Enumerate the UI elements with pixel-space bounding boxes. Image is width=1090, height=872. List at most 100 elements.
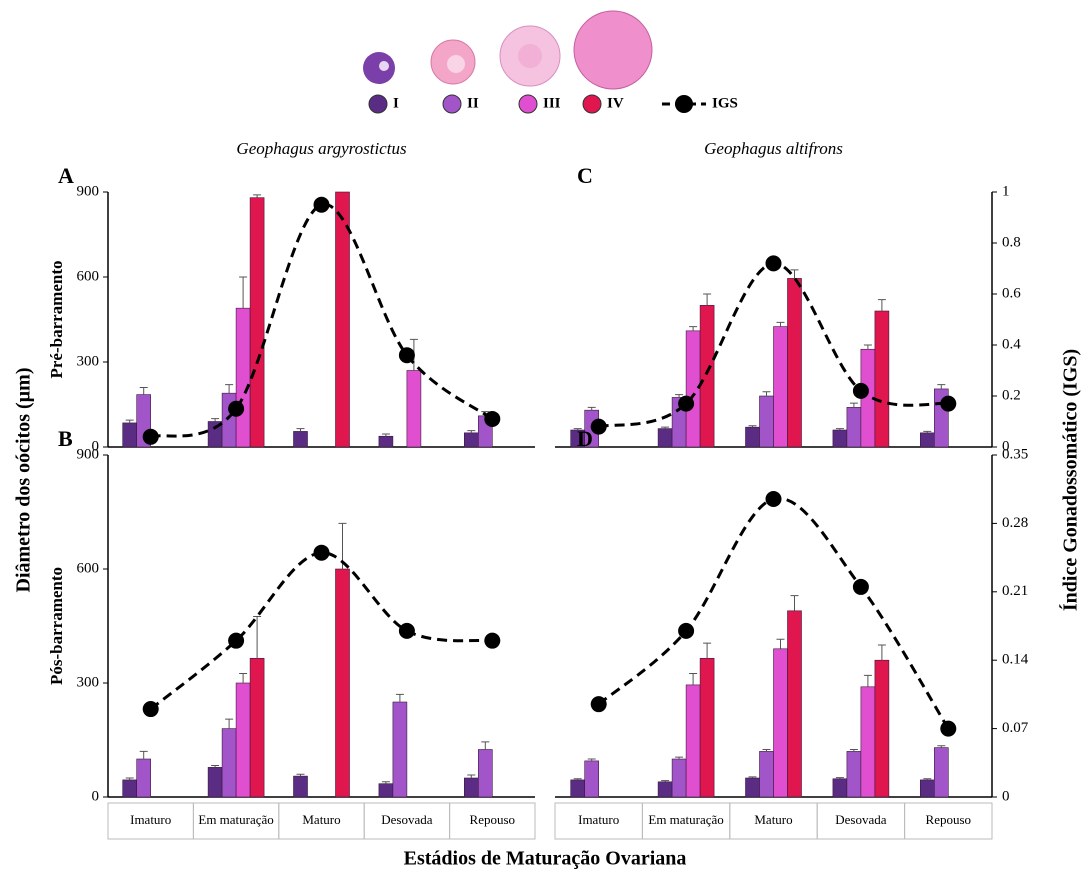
igs-point bbox=[484, 411, 500, 427]
igs-point bbox=[940, 721, 956, 737]
panel-letter: D bbox=[577, 426, 593, 451]
error-bar bbox=[689, 327, 697, 331]
panel-subtitle: Geophagus altifrons bbox=[704, 139, 843, 158]
error-bar bbox=[239, 277, 247, 308]
bar bbox=[379, 784, 393, 797]
bar bbox=[137, 759, 151, 797]
bar bbox=[700, 658, 714, 797]
x-tick-label: Maturo bbox=[302, 812, 340, 827]
error-bar bbox=[777, 639, 785, 649]
oocyte-i bbox=[363, 52, 395, 84]
error-bar bbox=[140, 388, 148, 395]
bar bbox=[833, 779, 847, 797]
x-tick-label: Em maturação bbox=[648, 812, 723, 827]
y2-tick-label: 0.07 bbox=[1002, 720, 1029, 736]
oocyte-i-nucleus bbox=[379, 61, 389, 71]
bar bbox=[123, 423, 137, 447]
y2-tick-label: 0.14 bbox=[1002, 652, 1029, 668]
bar bbox=[920, 433, 934, 447]
bar bbox=[788, 278, 802, 447]
x-axis-title: Estádios de Maturação Ovariana bbox=[404, 848, 687, 870]
error-bar bbox=[382, 434, 390, 436]
error-bar bbox=[850, 403, 858, 407]
igs-point bbox=[143, 701, 159, 717]
x-tick-label: Maturo bbox=[754, 812, 792, 827]
error-bar bbox=[253, 195, 261, 198]
x-tick-label: Repouso bbox=[470, 812, 516, 827]
legend-label: IGS bbox=[712, 95, 738, 111]
igs-point bbox=[766, 491, 782, 507]
bar bbox=[464, 433, 478, 447]
igs-line bbox=[151, 204, 493, 437]
y2-tick-label: 0.28 bbox=[1002, 515, 1028, 531]
bar bbox=[788, 611, 802, 797]
legend-marker bbox=[675, 95, 693, 113]
bar bbox=[847, 751, 861, 797]
panel-letter: A bbox=[58, 163, 74, 188]
error-bar bbox=[689, 674, 697, 685]
oocyte-illustrations bbox=[363, 11, 652, 89]
error-bar bbox=[703, 643, 711, 658]
igs-point bbox=[143, 429, 159, 445]
legend-marker bbox=[369, 95, 387, 113]
error-bar bbox=[225, 719, 233, 729]
y2-tick-label: 0.6 bbox=[1002, 285, 1021, 301]
bar bbox=[407, 371, 421, 448]
error-bar bbox=[791, 596, 799, 611]
bar bbox=[123, 780, 137, 797]
panel: 0300600900BPós-barramentoImaturoEm matur… bbox=[47, 426, 535, 839]
y2-tick-label: 0.2 bbox=[1002, 387, 1021, 403]
igs-point bbox=[399, 347, 415, 363]
bar bbox=[686, 331, 700, 447]
x-tick-label: Imaturo bbox=[130, 812, 171, 827]
igs-point bbox=[766, 255, 782, 271]
igs-point bbox=[591, 419, 607, 435]
error-bar bbox=[396, 694, 404, 702]
y-tick-label: 900 bbox=[77, 446, 100, 462]
bar bbox=[571, 780, 585, 797]
igs-point bbox=[314, 197, 330, 213]
igs-point bbox=[399, 623, 415, 639]
y-tick-label: 0 bbox=[92, 788, 100, 804]
oocyte-ii-nucleus bbox=[447, 55, 465, 73]
igs-point bbox=[940, 396, 956, 412]
bar bbox=[934, 748, 948, 797]
error-bar bbox=[211, 419, 219, 422]
y-tick-label: 600 bbox=[77, 560, 100, 576]
panel: 0300600900AGeophagus argyrostictusPré-ba… bbox=[47, 139, 535, 455]
y2-tick-label: 0.21 bbox=[1002, 583, 1028, 599]
error-bar bbox=[126, 420, 134, 423]
x-tick-label: Desovada bbox=[381, 812, 432, 827]
bar bbox=[700, 305, 714, 447]
error-bar bbox=[777, 322, 785, 326]
bar bbox=[250, 198, 264, 447]
bar bbox=[222, 729, 236, 797]
panel-letter: C bbox=[577, 163, 593, 188]
bar bbox=[250, 658, 264, 797]
y2-axis-title: Índice Gonadossomático (IGS) bbox=[1059, 349, 1082, 611]
legend-label: III bbox=[543, 95, 561, 111]
bar bbox=[774, 649, 788, 797]
error-bar bbox=[225, 385, 233, 394]
panel-subtitle: Geophagus argyrostictus bbox=[236, 139, 407, 158]
y2-tick-label: 0.4 bbox=[1002, 336, 1021, 352]
igs-point bbox=[591, 696, 607, 712]
bar bbox=[686, 685, 700, 797]
bar bbox=[847, 407, 861, 447]
legend-label: II bbox=[467, 95, 479, 111]
error-bar bbox=[588, 407, 596, 410]
bar bbox=[478, 750, 492, 798]
y-tick-label: 300 bbox=[77, 353, 100, 369]
y-tick-label: 900 bbox=[77, 183, 100, 199]
y2-tick-label: 0.35 bbox=[1002, 446, 1028, 462]
x-tick-label: Em maturação bbox=[198, 812, 273, 827]
bar bbox=[658, 429, 672, 447]
bar bbox=[464, 778, 478, 797]
error-bar bbox=[878, 645, 886, 660]
panel-letter: B bbox=[58, 426, 73, 451]
error-bar bbox=[140, 751, 148, 759]
y2-tick-label: 0 bbox=[1002, 788, 1010, 804]
igs-point bbox=[314, 545, 330, 561]
